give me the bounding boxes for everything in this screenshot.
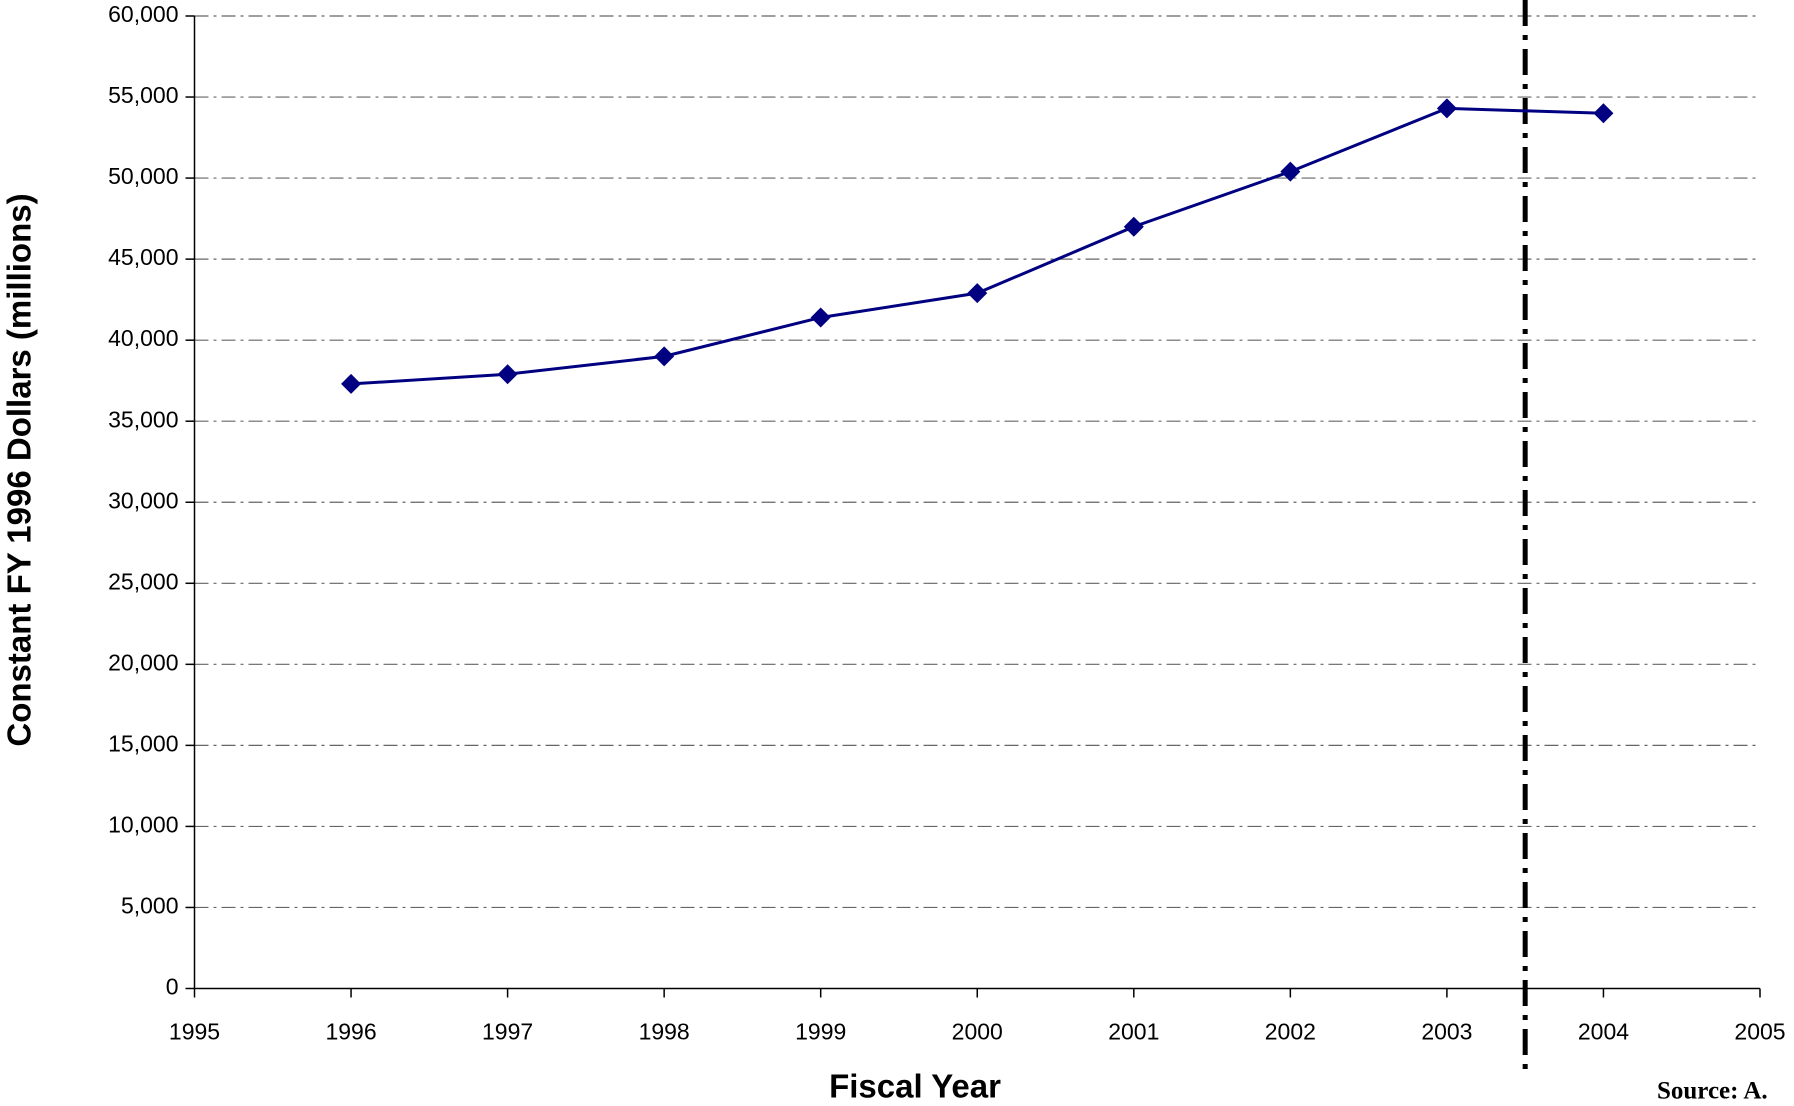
x-axis-title: Fiscal Year xyxy=(829,1068,1001,1105)
data-point xyxy=(341,373,362,394)
data-line xyxy=(350,106,1604,386)
y-tick-label: 25,000 xyxy=(108,568,178,594)
x-tick-label: 1995 xyxy=(169,1019,220,1045)
x-tick-label: 2001 xyxy=(1108,1019,1159,1045)
data-point xyxy=(497,364,518,385)
y-tick-label: 20,000 xyxy=(108,649,178,675)
data-point xyxy=(1436,98,1457,119)
x-tick-label: 2000 xyxy=(952,1019,1003,1045)
y-tick-label: 55,000 xyxy=(108,82,178,108)
y-tick-label: 10,000 xyxy=(108,811,178,837)
y-tick-label: 0 xyxy=(166,974,179,1000)
data-point xyxy=(1280,161,1301,182)
y-tick-label: 35,000 xyxy=(108,406,178,432)
data-point xyxy=(810,307,831,328)
source-note: Source: A. xyxy=(1657,1078,1768,1105)
data-point xyxy=(967,283,988,304)
y-tick-label: 30,000 xyxy=(108,487,178,513)
y-tick-label: 60,000 xyxy=(108,1,178,27)
x-tick-label: 2003 xyxy=(1421,1019,1472,1045)
y-axis-title: Constant FY 1996 Dollars (millions) xyxy=(1,193,38,746)
x-tick-label: 2004 xyxy=(1578,1019,1629,1045)
data-point xyxy=(654,346,675,367)
x-tick-label: 2005 xyxy=(1734,1019,1785,1045)
x-tick-label: 1998 xyxy=(639,1019,690,1045)
y-tick-label: 40,000 xyxy=(108,325,178,351)
data-point xyxy=(1593,103,1614,124)
y-tick-label: 45,000 xyxy=(108,244,178,270)
y-tick-label: 5,000 xyxy=(121,893,179,919)
x-tick-label: 1996 xyxy=(325,1019,376,1045)
y-tick-label: 50,000 xyxy=(108,163,178,189)
x-tick-label: 2002 xyxy=(1265,1019,1316,1045)
x-tick-label: 1997 xyxy=(482,1019,533,1045)
x-tick-label: 1999 xyxy=(795,1019,846,1045)
y-tick-label: 15,000 xyxy=(108,730,178,756)
data-point xyxy=(1123,216,1144,237)
